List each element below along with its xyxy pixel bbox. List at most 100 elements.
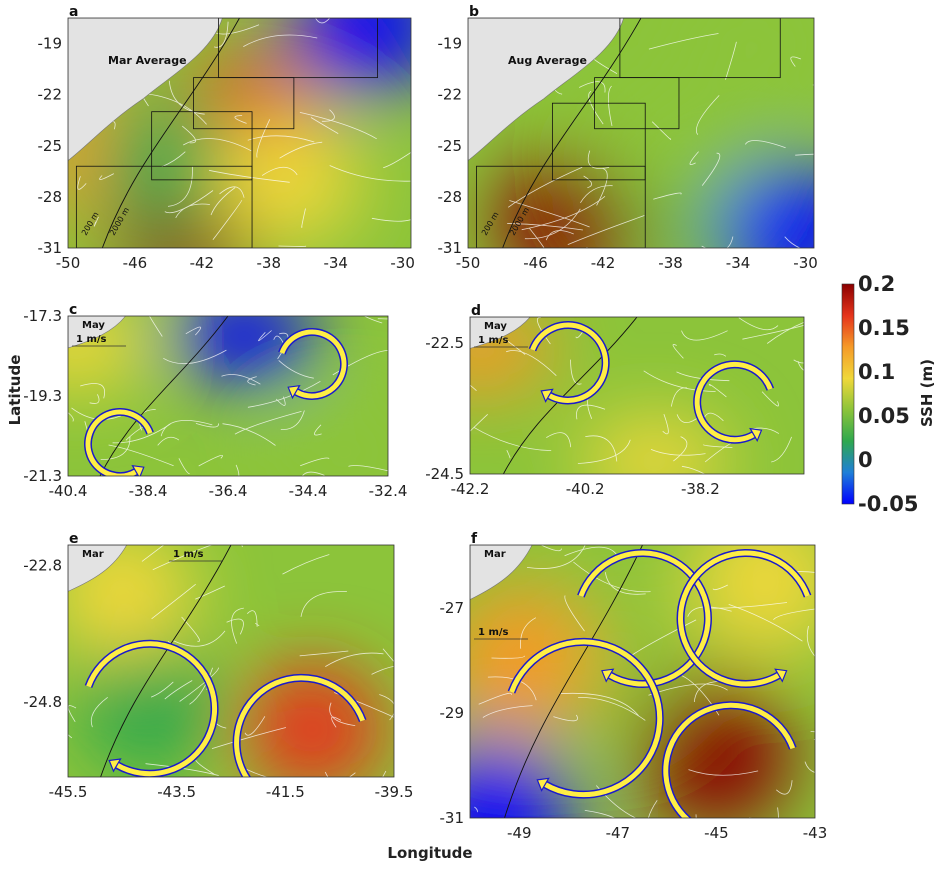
y-tick-label: -28 [38,188,63,206]
panel-letter: e [69,531,79,547]
x-tick-label: -41.5 [266,783,305,801]
eddy-cw-icon [528,321,610,405]
y-tick-label: -22.8 [23,556,62,574]
y-tick-label: -17.3 [23,307,62,325]
y-tick-label: -31 [440,809,465,827]
panel-label: Aug Average [508,54,587,67]
y-tick-label: -27 [440,599,465,617]
ssh-anomaly [594,89,747,219]
panel-letter: c [69,302,77,318]
x-tick-label: -46 [523,254,548,272]
colorbar-tick-label: 0 [858,448,873,472]
isobath-line [100,545,232,777]
panel-label: May [82,320,105,331]
ssh-anomaly [210,115,361,245]
panel-label: May [484,321,507,332]
x-tick-label: -43 [803,824,828,842]
colorbar-label: SSH (m) [918,359,936,427]
ssh-anomaly [273,407,388,476]
velocity-scale-label: 1 m/s [478,627,509,638]
region-box [551,102,646,181]
y-tick-label: -25 [438,137,463,155]
ssh-anomaly [240,664,385,777]
velocity-scale-label: 1 m/s [76,334,107,345]
y-tick-label: -24.8 [23,693,62,711]
x-tick-label: -42 [591,254,616,272]
panel-letter: d [471,303,481,319]
velocity-scale-label: 1 m/s [173,549,204,560]
velocity-scale-label: 1 m/s [478,335,509,346]
x-tick-label: -38.2 [681,480,720,498]
eddy-cw-icon [278,328,348,400]
panel-frame [67,17,412,249]
colorbar: 0.2 0.15 0.1 0.05 0 -0.05 SSH (m) [841,272,936,516]
region-box [75,165,253,248]
panel-frame [467,17,815,249]
x-tick-label: -32.4 [369,482,408,500]
ssh-anomaly [173,316,315,381]
region-box [218,18,378,79]
x-tick-label: -38 [658,254,683,272]
panel-letter: f [471,531,478,547]
isobath-line [503,317,638,474]
land-mass [470,317,531,349]
panel-label: Mar [484,549,506,560]
x-tick-label: -45 [704,824,729,842]
x-tick-label: -50 [56,254,81,272]
y-tick-label: -31 [438,239,463,257]
isobath-line [99,316,229,476]
panel-frame [469,544,816,819]
x-tick-label: -49 [507,824,532,842]
x-tick-label: -30 [390,254,415,272]
x-tick-label: -40.2 [566,480,605,498]
eddy-ccw-icon [676,548,812,688]
eddy-ccw-icon [693,360,775,444]
colorbar-tick-label: 0.1 [858,360,895,384]
ssh-anomaly [470,584,596,737]
ssh-anomaly [293,18,411,91]
x-tick-label: -30 [793,254,818,272]
x-tick-label: -36.4 [209,482,248,500]
x-tick-label: -47 [606,824,631,842]
ssh-anomaly [721,166,814,248]
ssh-anomaly [77,643,222,774]
x-tick-label: -42 [190,254,215,272]
x-tick-label: -42.2 [451,480,490,498]
y-tick-label: -22.5 [425,334,464,352]
y-tick-label: -31 [38,239,63,257]
panel-frame [67,544,395,778]
region-box [476,165,646,248]
colorbar-tick-label: 0.15 [858,316,910,340]
panel-letter: b [469,4,479,20]
y-tick-label: -19 [438,35,463,53]
region-box [193,77,295,130]
land-mass [68,545,128,592]
x-tick-label: -50 [456,254,481,272]
x-tick-label: -38 [257,254,282,272]
eddy-cw-icon [577,548,712,688]
panel-letter: a [69,4,78,20]
x-tick-label: -34.4 [289,482,328,500]
panel-label: Mar [82,549,104,560]
eddy-cw-icon [84,639,219,777]
x-tick-label: -46 [123,254,148,272]
region-box [619,18,781,79]
x-axis-label: Longitude [387,844,472,862]
y-tick-label: -24.5 [425,465,464,483]
y-tick-label: -28 [438,188,463,206]
isobath-line [504,545,643,818]
x-tick-label: -45.5 [49,783,88,801]
eddy-ccw-icon [661,701,797,818]
isobath-line [101,18,240,248]
x-tick-label: -38.4 [129,482,168,500]
y-tick-label: -29 [440,704,465,722]
panel-f: f Mar 1 m/s -49 -47 -45 -43 -27 -29 -31 [440,531,828,842]
y-tick-label: -21.3 [23,467,62,485]
x-tick-label: -34 [726,254,751,272]
x-tick-label: -39.5 [375,783,414,801]
